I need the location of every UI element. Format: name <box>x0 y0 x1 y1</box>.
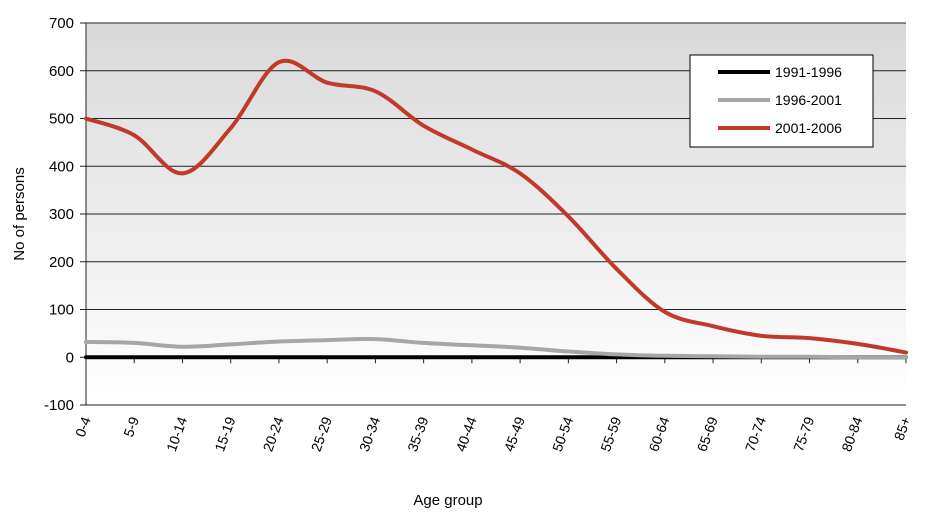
y-tick-labels: -100 0 100 200 300 400 500 600 700 <box>44 15 74 414</box>
x-tick-label: 35-39 <box>404 414 431 453</box>
x-tick-label: 65-69 <box>694 414 721 453</box>
y-tick-label: 0 <box>66 349 74 366</box>
legend-label: 2001-2006 <box>775 120 842 136</box>
series-lines <box>84 58 908 360</box>
x-tick-label: 20-24 <box>259 414 286 453</box>
x-tick-labels: 0-4 5-9 10-14 15-19 20-24 25-29 30-34 35-39 40-4… <box>72 414 914 453</box>
x-tick-label: 5-9 <box>120 414 142 439</box>
x-tick-label: 55-59 <box>597 414 624 453</box>
x-tick-label: 75-79 <box>790 414 817 453</box>
x-tick-label: 25-29 <box>308 414 335 453</box>
y-tick-label: -100 <box>44 397 74 414</box>
legend-label: 1996-2001 <box>775 92 842 108</box>
y-tick-label: 500 <box>49 111 74 128</box>
y-tick-label: 300 <box>49 206 74 223</box>
x-tick-label: 50-54 <box>549 414 576 453</box>
x-axis-title: Age group <box>413 492 482 509</box>
series-line-1996-2001 <box>84 336 908 360</box>
y-tick-label: 400 <box>49 158 74 175</box>
x-tick-label: 70-74 <box>742 414 769 453</box>
x-tick-label: 30-34 <box>356 414 383 453</box>
x-tick-label: 0-4 <box>72 414 94 439</box>
x-tick-label: 80-84 <box>838 414 865 453</box>
series-line-2001-2006 <box>84 58 908 355</box>
y-tick-label: 100 <box>49 302 74 319</box>
x-tick-label: 10-14 <box>163 414 190 453</box>
legend-label: 1991-1996 <box>775 64 842 80</box>
x-tick-label: 15-19 <box>211 414 238 453</box>
y-tick-label: 700 <box>49 15 74 32</box>
x-tick-label: 60-64 <box>645 414 672 453</box>
x-tick-label: 45-49 <box>501 414 528 453</box>
y-axis-title: No of persons <box>11 167 28 260</box>
y-tick-label: 600 <box>49 63 74 80</box>
x-tick-label: 40-44 <box>452 414 479 453</box>
legend: 1991-1996 1996-2001 2001-2006 <box>689 54 874 148</box>
x-tick-label: 85+ <box>891 415 914 443</box>
y-tick-label: 200 <box>49 254 74 271</box>
